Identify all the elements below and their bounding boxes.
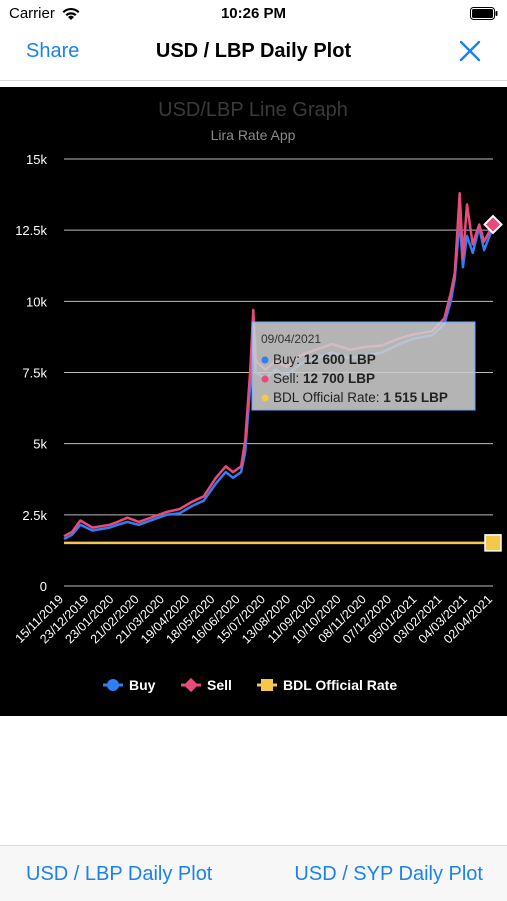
y-tick-label: 0 bbox=[40, 579, 47, 594]
navigation-bar: Share USD / LBP Daily Plot bbox=[0, 28, 507, 81]
legend-item-sell-symbol bbox=[183, 677, 199, 693]
y-tick-label: 7.5k bbox=[22, 366, 47, 381]
tooltip-row: Buy: 12 600 LBP bbox=[273, 352, 376, 367]
y-tick-label: 12.5k bbox=[15, 223, 47, 238]
tooltip-row-label: BDL Official Rate: bbox=[273, 390, 383, 405]
chart-title: USD/LBP Line Graph bbox=[158, 99, 348, 121]
tooltip-row-label: Sell: bbox=[273, 371, 303, 386]
tooltip-dot bbox=[261, 375, 269, 383]
chart-legend[interactable]: Buy Sell BDL Official Rate bbox=[103, 677, 397, 693]
legend-item-bdl-official-rate-symbol bbox=[261, 679, 273, 691]
wifi-icon bbox=[62, 7, 80, 20]
legend-item-buy-symbol bbox=[107, 679, 119, 691]
chart-subtitle: Lira Rate App bbox=[211, 127, 296, 143]
chart-container[interactable]: USD/LBP Line Graph Lira Rate App 0 2.5k 5k… bbox=[0, 87, 507, 716]
y-tick-label: 2.5k bbox=[22, 508, 47, 523]
bdl-point-marker bbox=[484, 534, 502, 552]
tooltip-row: BDL Official Rate: 1 515 LBP bbox=[273, 390, 448, 405]
tooltip-row-value: 1 515 LBP bbox=[383, 390, 448, 405]
line-chart[interactable]: USD/LBP Line Graph Lira Rate App 0 2.5k 5k… bbox=[0, 87, 507, 716]
carrier-label: Carrier bbox=[9, 5, 55, 22]
tab-bar: USD / LBP Daily Plot USD / SYP Daily Plo… bbox=[0, 845, 507, 901]
legend-item-sell-label: Sell bbox=[207, 677, 232, 693]
tooltip-row-label: Buy: bbox=[273, 352, 304, 367]
tab-usd-lbp[interactable]: USD / LBP Daily Plot bbox=[26, 863, 213, 885]
tooltip-row-value: 12 600 LBP bbox=[304, 352, 376, 367]
status-bar: Carrier 10:26 PM bbox=[0, 0, 507, 28]
share-button[interactable]: Share bbox=[26, 40, 80, 62]
legend-item-buy-label: Buy bbox=[129, 677, 156, 693]
sell-point-marker bbox=[483, 214, 503, 235]
close-icon[interactable] bbox=[459, 40, 481, 62]
y-tick-label: 5k bbox=[33, 437, 47, 452]
clock-time: 10:26 PM bbox=[220, 5, 287, 22]
tooltip-date: 09/04/2021 bbox=[261, 332, 321, 346]
tab-usd-syp[interactable]: USD / SYP Daily Plot bbox=[294, 863, 483, 885]
y-tick-label: 10k bbox=[26, 294, 47, 309]
tooltip-box bbox=[251, 321, 476, 411]
tooltip-row-value: 12 700 LBP bbox=[303, 371, 375, 386]
page-title: USD / LBP Daily Plot bbox=[155, 40, 352, 62]
tooltip-row: Sell: 12 700 LBP bbox=[273, 371, 375, 386]
y-tick-label: 15k bbox=[26, 152, 47, 167]
legend-item-bdl-official-rate-label: BDL Official Rate bbox=[283, 677, 397, 693]
battery-icon bbox=[470, 7, 498, 20]
tooltip-dot bbox=[261, 394, 269, 402]
tooltip-dot bbox=[261, 356, 269, 364]
